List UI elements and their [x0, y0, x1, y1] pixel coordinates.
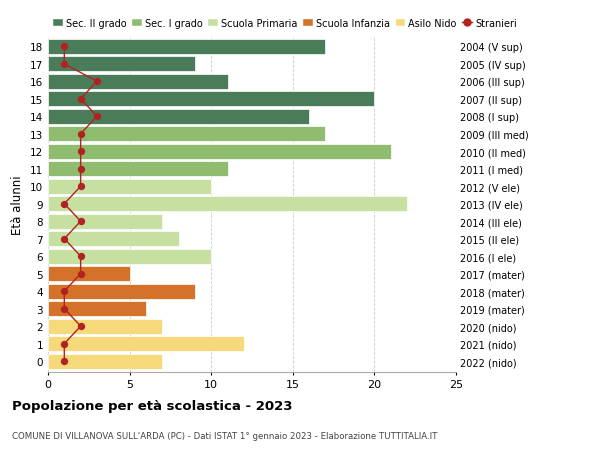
- Y-axis label: Anni di nascita: Anni di nascita: [599, 161, 600, 248]
- Bar: [48, 92, 374, 107]
- Bar: [48, 214, 162, 229]
- Bar: [48, 40, 325, 55]
- Point: [59, 44, 69, 51]
- Point: [76, 131, 85, 138]
- Bar: [48, 57, 195, 72]
- Bar: [48, 284, 195, 299]
- Bar: [48, 249, 211, 264]
- Point: [92, 113, 102, 121]
- Bar: [48, 127, 325, 142]
- Point: [59, 358, 69, 365]
- Point: [59, 201, 69, 208]
- Point: [59, 305, 69, 313]
- Bar: [48, 267, 130, 281]
- Text: Popolazione per età scolastica - 2023: Popolazione per età scolastica - 2023: [12, 399, 293, 412]
- Point: [92, 78, 102, 86]
- Bar: [48, 232, 179, 246]
- Point: [76, 166, 85, 173]
- Bar: [48, 354, 162, 369]
- Point: [76, 183, 85, 190]
- Bar: [48, 302, 146, 316]
- Point: [76, 253, 85, 260]
- Bar: [48, 336, 244, 351]
- Bar: [48, 319, 162, 334]
- Point: [76, 270, 85, 278]
- Bar: [48, 145, 391, 159]
- Bar: [48, 110, 309, 124]
- Bar: [48, 197, 407, 212]
- Point: [59, 340, 69, 347]
- Legend: Sec. II grado, Sec. I grado, Scuola Primaria, Scuola Infanzia, Asilo Nido, Stran: Sec. II grado, Sec. I grado, Scuola Prim…: [53, 18, 517, 28]
- Point: [76, 323, 85, 330]
- Bar: [48, 75, 227, 90]
- Point: [76, 148, 85, 156]
- Bar: [48, 162, 227, 177]
- Point: [76, 96, 85, 103]
- Bar: [48, 179, 211, 194]
- Point: [59, 61, 69, 68]
- Point: [76, 218, 85, 225]
- Point: [59, 235, 69, 243]
- Text: COMUNE DI VILLANOVA SULL'ARDA (PC) - Dati ISTAT 1° gennaio 2023 - Elaborazione T: COMUNE DI VILLANOVA SULL'ARDA (PC) - Dat…: [12, 431, 437, 441]
- Y-axis label: Età alunni: Età alunni: [11, 174, 25, 234]
- Point: [59, 288, 69, 295]
